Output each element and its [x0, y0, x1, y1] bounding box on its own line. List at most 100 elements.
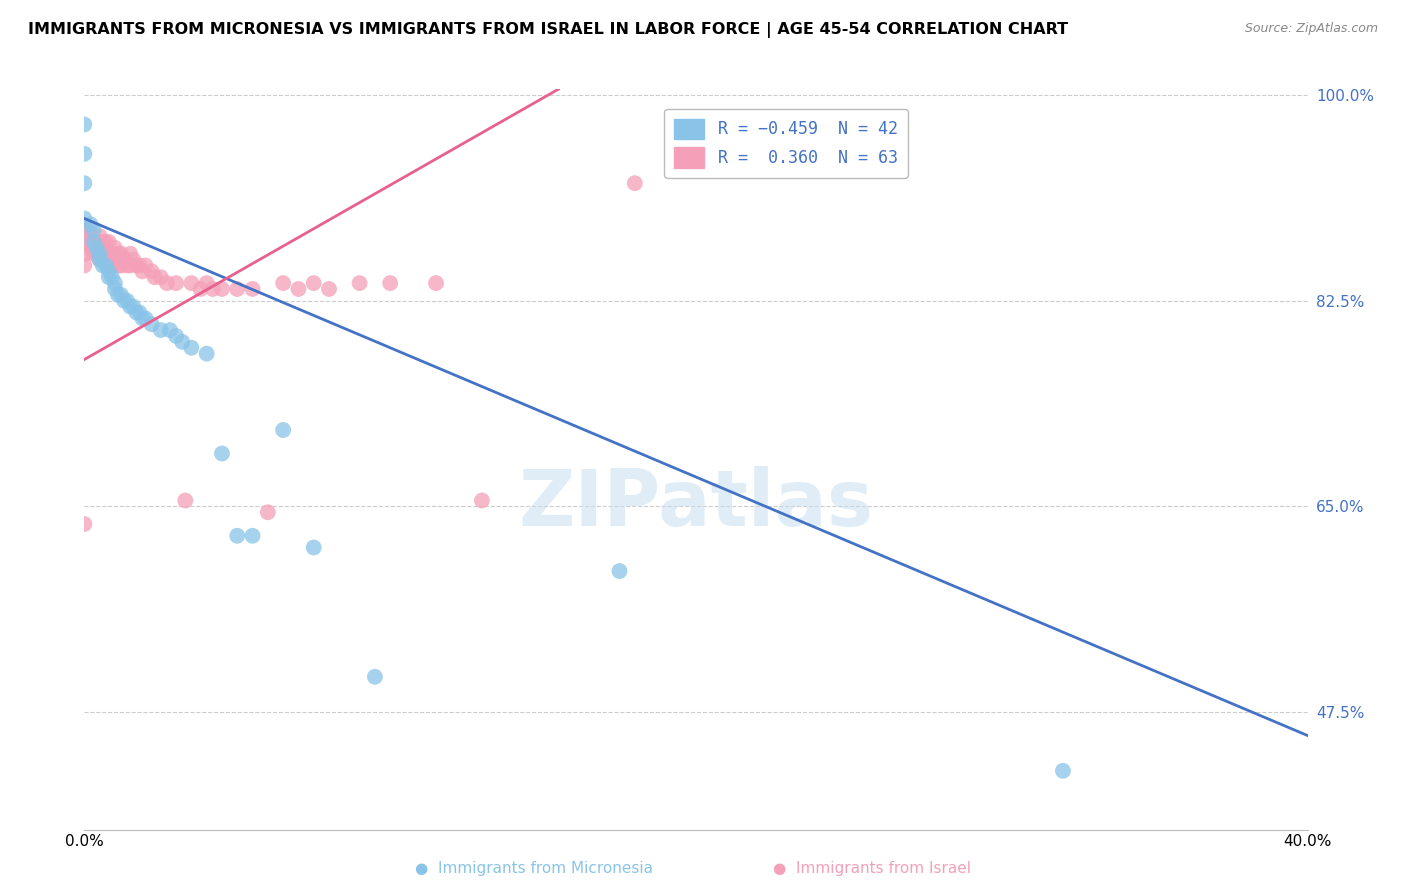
Point	[83, 246, 105, 260]
Point	[143, 270, 166, 285]
Point	[201, 282, 224, 296]
Point	[73, 516, 96, 531]
Point	[104, 241, 127, 255]
Point	[425, 276, 447, 290]
Point	[211, 446, 233, 460]
Point	[73, 235, 96, 249]
Point	[83, 235, 105, 249]
Point	[120, 246, 142, 260]
Point	[135, 259, 157, 273]
Point	[128, 305, 150, 319]
Point	[125, 259, 148, 273]
Point	[73, 246, 96, 260]
Point	[211, 282, 233, 296]
Point	[149, 323, 172, 337]
Point	[287, 282, 309, 296]
Point	[73, 176, 96, 190]
Text: Source: ZipAtlas.com: Source: ZipAtlas.com	[1244, 22, 1378, 36]
Point	[110, 259, 132, 273]
Point	[73, 146, 96, 161]
Point	[190, 282, 212, 296]
Point	[107, 246, 129, 260]
Point	[131, 311, 153, 326]
Point	[271, 423, 294, 437]
Point	[97, 264, 120, 278]
Point	[257, 505, 280, 519]
Point	[97, 270, 120, 285]
Point	[1052, 764, 1074, 778]
Point	[112, 293, 135, 308]
Point	[91, 246, 114, 260]
Point	[97, 246, 120, 260]
Point	[86, 235, 108, 249]
Text: IMMIGRANTS FROM MICRONESIA VS IMMIGRANTS FROM ISRAEL IN LABOR FORCE | AGE 45-54 : IMMIGRANTS FROM MICRONESIA VS IMMIGRANTS…	[28, 22, 1069, 38]
Point	[141, 264, 163, 278]
Point	[97, 259, 120, 273]
Point	[94, 246, 117, 260]
Point	[107, 288, 129, 302]
Point	[380, 276, 402, 290]
Point	[122, 300, 145, 314]
Point	[94, 259, 117, 273]
Point	[271, 276, 294, 290]
Point	[302, 541, 325, 555]
Point	[349, 276, 371, 290]
Point	[89, 246, 111, 260]
Point	[318, 282, 340, 296]
Point	[101, 270, 124, 285]
Point	[122, 252, 145, 267]
Point	[86, 241, 108, 255]
Text: ZIPatlas: ZIPatlas	[519, 466, 873, 541]
Point	[172, 334, 194, 349]
Point	[104, 282, 127, 296]
Point	[471, 493, 494, 508]
Point	[125, 305, 148, 319]
Point	[624, 176, 647, 190]
Point	[91, 259, 114, 273]
Point	[195, 276, 218, 290]
Point	[89, 229, 111, 244]
Text: ●  Immigrants from Israel: ● Immigrants from Israel	[773, 861, 970, 876]
Point	[364, 670, 387, 684]
Point	[73, 223, 96, 237]
Point	[115, 293, 138, 308]
Point	[195, 346, 218, 360]
Point	[73, 118, 96, 132]
Point	[101, 259, 124, 273]
Point	[180, 341, 202, 355]
Point	[165, 276, 187, 290]
Point	[104, 252, 127, 267]
Point	[242, 529, 264, 543]
Point	[89, 252, 111, 267]
Point	[174, 493, 197, 508]
Point	[83, 235, 105, 249]
Point	[97, 235, 120, 249]
Point	[79, 241, 101, 255]
Point	[94, 235, 117, 249]
Point	[104, 276, 127, 290]
Point	[101, 246, 124, 260]
Point	[115, 259, 138, 273]
Point	[226, 529, 249, 543]
Point	[110, 288, 132, 302]
Legend: R = −0.459  N = 42, R =  0.360  N = 63: R = −0.459 N = 42, R = 0.360 N = 63	[665, 109, 908, 178]
Point	[86, 246, 108, 260]
Point	[112, 252, 135, 267]
Point	[79, 218, 101, 232]
Point	[149, 270, 172, 285]
Text: ●  Immigrants from Micronesia: ● Immigrants from Micronesia	[415, 861, 654, 876]
Point	[73, 259, 96, 273]
Point	[609, 564, 631, 578]
Point	[73, 211, 96, 226]
Point	[180, 276, 202, 290]
Point	[242, 282, 264, 296]
Point	[110, 246, 132, 260]
Point	[226, 282, 249, 296]
Point	[76, 235, 98, 249]
Point	[120, 259, 142, 273]
Point	[156, 276, 179, 290]
Point	[135, 311, 157, 326]
Point	[83, 223, 105, 237]
Point	[159, 323, 181, 337]
Point	[91, 235, 114, 249]
